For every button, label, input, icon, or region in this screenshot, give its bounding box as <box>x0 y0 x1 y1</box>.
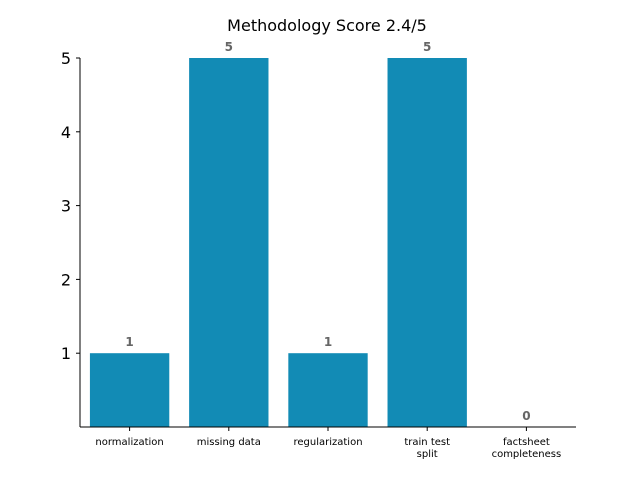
data-labels: 1 5 1 5 0 <box>125 40 530 423</box>
data-label-normalization: 1 <box>125 335 133 349</box>
y-tick-label-3: 3 <box>61 197 71 216</box>
y-axis: 1 2 3 4 5 <box>61 49 81 427</box>
data-label-missing-data: 5 <box>225 40 233 54</box>
bar-train-test-split <box>387 58 467 427</box>
x-axis: normalization missing data regularization t… <box>80 426 576 460</box>
y-tick-label-5: 5 <box>61 49 71 68</box>
data-label-train-test-split: 5 <box>423 40 431 54</box>
data-label-regularization: 1 <box>324 335 332 349</box>
bar-missing-data <box>189 58 269 427</box>
x-tick-label-regularization: regularization <box>293 437 362 448</box>
chart-title: Methodology Score 2.4/5 <box>227 16 427 35</box>
bar-regularization <box>288 353 368 427</box>
x-tick-label-factsheet-completeness: factsheet completeness <box>492 437 562 460</box>
y-tick-label-2: 2 <box>61 270 71 289</box>
bar-normalization <box>89 353 170 427</box>
y-tick-label-1: 1 <box>61 344 71 363</box>
x-tick-label-train-test-split: train test split <box>404 437 450 460</box>
bars <box>89 58 467 427</box>
x-tick-label-missing-data: missing data <box>197 437 261 448</box>
y-tick-label-4: 4 <box>61 123 71 142</box>
x-tick-label-normalization: normalization <box>95 437 163 448</box>
data-label-factsheet-completeness: 0 <box>522 409 530 423</box>
